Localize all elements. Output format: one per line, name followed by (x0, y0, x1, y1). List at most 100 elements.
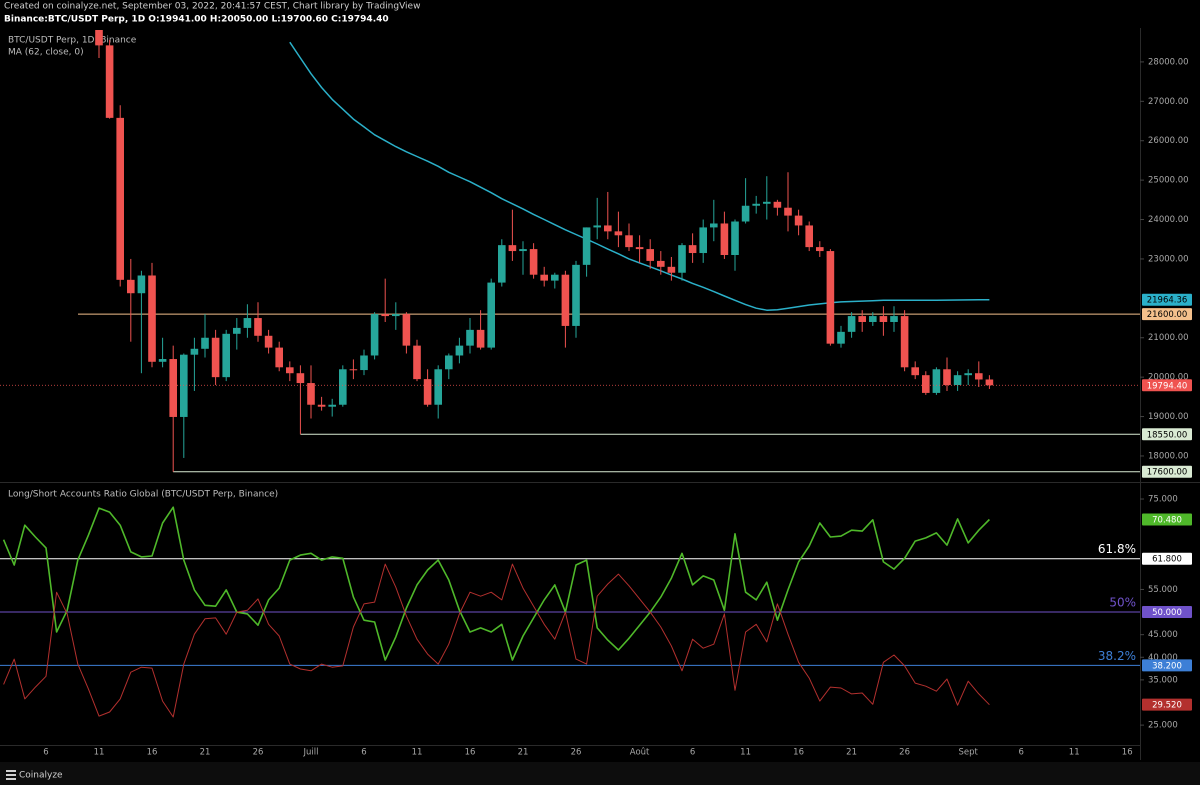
value-tag (1142, 428, 1192, 441)
value-tag-label: 61.800 (1152, 555, 1182, 565)
candle-body (381, 314, 389, 317)
candle-body (540, 274, 548, 281)
candle-body (551, 274, 559, 281)
y-tick-label: 19000.00 (1148, 412, 1189, 422)
x-tick-label: 26 (899, 748, 910, 758)
candle-body (519, 249, 527, 252)
candle-body (869, 316, 877, 322)
candle-body (275, 347, 283, 368)
candle-body (222, 333, 230, 378)
candle-body (180, 354, 188, 417)
candle-body (614, 231, 623, 236)
candle-body (582, 227, 591, 265)
value-tag-label: 70.480 (1152, 515, 1182, 525)
indicator-legend: Long/Short Accounts Ratio Global (BTC/US… (8, 490, 278, 500)
value-tag (1142, 465, 1192, 478)
axes: 28000.00 27000.00 26000.00 25000.00 24000.00… (43, 57, 1192, 758)
y-tick-label: 21000.00 (1148, 333, 1189, 343)
y-tick-label: 25.000 (1148, 721, 1178, 731)
candle-body (254, 318, 262, 336)
candle-body (741, 205, 750, 222)
x-tick-label: Août (630, 748, 650, 758)
candle-body (264, 335, 273, 348)
candle-body (752, 203, 760, 206)
value-tag (1142, 513, 1192, 526)
candle-body (561, 274, 570, 326)
candle-body (508, 245, 517, 252)
candle-body (392, 314, 400, 317)
candle-body (784, 207, 792, 216)
candle-body (529, 249, 538, 275)
candle-body (593, 225, 601, 228)
x-tick-label: Juill (303, 748, 319, 758)
x-tick-label: Sept (959, 748, 979, 758)
value-tag (1142, 606, 1192, 619)
y-tick-label: 40.000 (1148, 653, 1178, 663)
candle-body (487, 282, 495, 348)
candle-body (423, 379, 432, 405)
x-tick-label: 26 (571, 748, 582, 758)
candle-body (900, 316, 909, 368)
candle-body (370, 314, 379, 356)
candle-body (773, 201, 782, 208)
x-tick-label: 21 (200, 748, 211, 758)
y-tick-label: 26000.00 (1148, 136, 1189, 146)
moving-average (289, 41, 990, 311)
candle-body (975, 373, 983, 380)
candle-body (116, 117, 124, 280)
candle-body (922, 375, 930, 393)
value-tag-label: 17600.00 (1147, 468, 1188, 478)
candle-body (890, 316, 898, 322)
x-tick-label: 6 (690, 748, 695, 758)
candle-body (445, 355, 453, 370)
y-tick-label: 28000.00 (1148, 57, 1189, 67)
candle-body (455, 345, 464, 356)
ratio-level-text: 38.2% (1098, 649, 1136, 663)
candle-body (635, 247, 644, 250)
candle-body (190, 348, 199, 355)
candle-body (95, 30, 103, 46)
value-tag-label: 50.000 (1152, 608, 1182, 618)
price-plot (0, 30, 1140, 473)
candle-body (985, 379, 994, 386)
candle-body (667, 266, 676, 273)
x-tick-label: 11 (412, 748, 423, 758)
candle-body (625, 235, 633, 248)
value-tag-label: 21964.36 (1147, 296, 1188, 306)
candle-body (476, 329, 485, 348)
candle-body (847, 316, 856, 332)
candle-body (466, 329, 474, 346)
x-tick-label: 26 (253, 748, 264, 758)
x-tick-label: 16 (465, 748, 476, 758)
candle-body (826, 251, 835, 344)
candle-body (932, 369, 941, 393)
candle-body (201, 337, 209, 349)
value-tag-label: 21600.00 (1147, 310, 1188, 320)
candle-body (911, 367, 919, 376)
candle-body (211, 337, 220, 378)
value-tag (1142, 659, 1192, 672)
candle-body (233, 327, 241, 334)
y-tick-label: 23000.00 (1148, 254, 1189, 264)
value-tag (1142, 308, 1192, 321)
candle-body (286, 367, 294, 374)
x-tick-label: 16 (147, 748, 158, 758)
candle-body (858, 316, 866, 322)
candle-body (296, 373, 305, 384)
candle-body (646, 249, 654, 261)
candle-body (572, 264, 580, 326)
candle-body (148, 275, 156, 362)
candle-body (710, 223, 718, 228)
candle-body (731, 221, 739, 255)
candle-body (604, 225, 612, 232)
candle-body (349, 369, 358, 371)
x-tick-label: 11 (94, 748, 105, 758)
candle-body (805, 225, 813, 248)
candle-body (413, 345, 421, 380)
x-tick-label: 11 (1069, 748, 1080, 758)
value-tag-label: 19794.40 (1147, 381, 1188, 391)
footer-logo (6, 770, 16, 780)
candle-body (943, 369, 951, 386)
value-tag (1142, 698, 1192, 711)
